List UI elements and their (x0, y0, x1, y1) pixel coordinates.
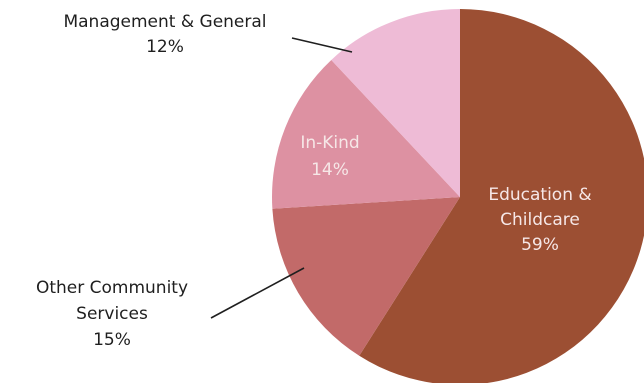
leader-line-management-and-general (291, 37, 353, 53)
slice-name-line: Other Community (36, 278, 188, 298)
pie-slices (271, 8, 644, 383)
slice-label-management-and-general: Management & General 12% (63, 12, 266, 57)
pie-slice-other-community-services (272, 197, 460, 356)
slice-name-line: Management & General (63, 12, 266, 32)
slice-percent: 14% (311, 160, 349, 180)
slice-label-in-kind: In-Kind 14% (300, 133, 359, 180)
pie-slice-education-and-childcare (359, 9, 644, 383)
slice-percent: 59% (521, 235, 559, 255)
pie-slice-in-kind (271, 59, 460, 209)
slice-name-line: In-Kind (300, 133, 359, 153)
slice-name-line: Childcare (500, 210, 580, 230)
slice-percent: 15% (93, 330, 131, 350)
leader-line-other-community-services (210, 267, 305, 319)
leader-lines (210, 37, 353, 319)
slice-percent: 12% (146, 37, 184, 57)
pie-slice-management-and-general (331, 8, 460, 197)
slice-label-education-and-childcare: Education & Childcare 59% (488, 185, 591, 255)
slice-name-line: Education & (488, 185, 591, 205)
slice-name-line: Services (76, 304, 148, 324)
slice-labels: Education & Childcare 59% Other Community Se… (36, 12, 592, 350)
slice-label-other-community-services: Other Community Services 15% (36, 278, 188, 350)
